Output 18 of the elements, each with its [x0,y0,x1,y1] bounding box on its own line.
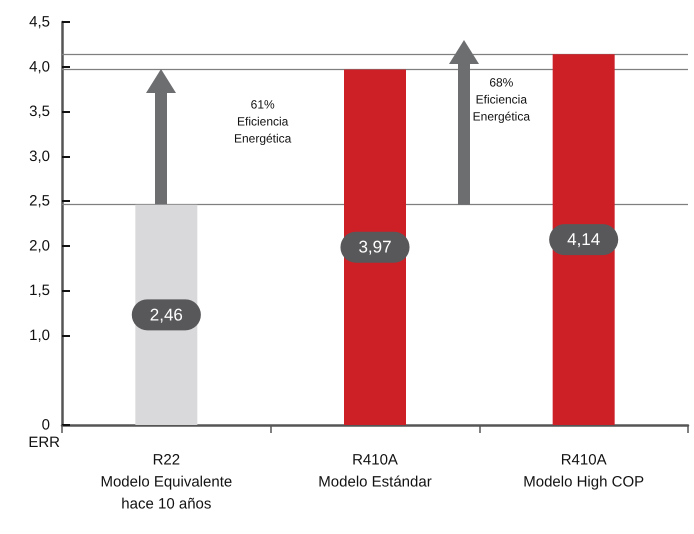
y-tick-label: 3,5 [29,103,50,120]
y-axis-title: ERR [28,434,60,451]
y-tick-label: 0 [42,416,50,434]
data-label: 2,46 [150,305,183,324]
y-tick-label: 1,0 [29,326,50,344]
x-tick-label: R410A Modelo Estándar [318,452,432,490]
y-tick-label: 1,5 [29,282,50,300]
data-label: 3,97 [358,238,392,257]
y-tick-label: 3,0 [29,148,50,165]
y-tick-label: 2,0 [29,237,50,254]
x-tick-label: R410A Modelo High COP [523,452,644,490]
annotation: 61% Eficiencia Energética [234,98,292,146]
y-tick-label: 4,0 [29,58,50,76]
y-tick-label: 4,5 [29,14,50,30]
x-tick-label: R22 Modelo Equivalente hace 10 años [100,452,232,512]
y-tick-label: 2,5 [29,192,50,210]
data-label: 4,14 [567,230,600,250]
annotation: 68% Eficiencia Energética [472,76,530,124]
